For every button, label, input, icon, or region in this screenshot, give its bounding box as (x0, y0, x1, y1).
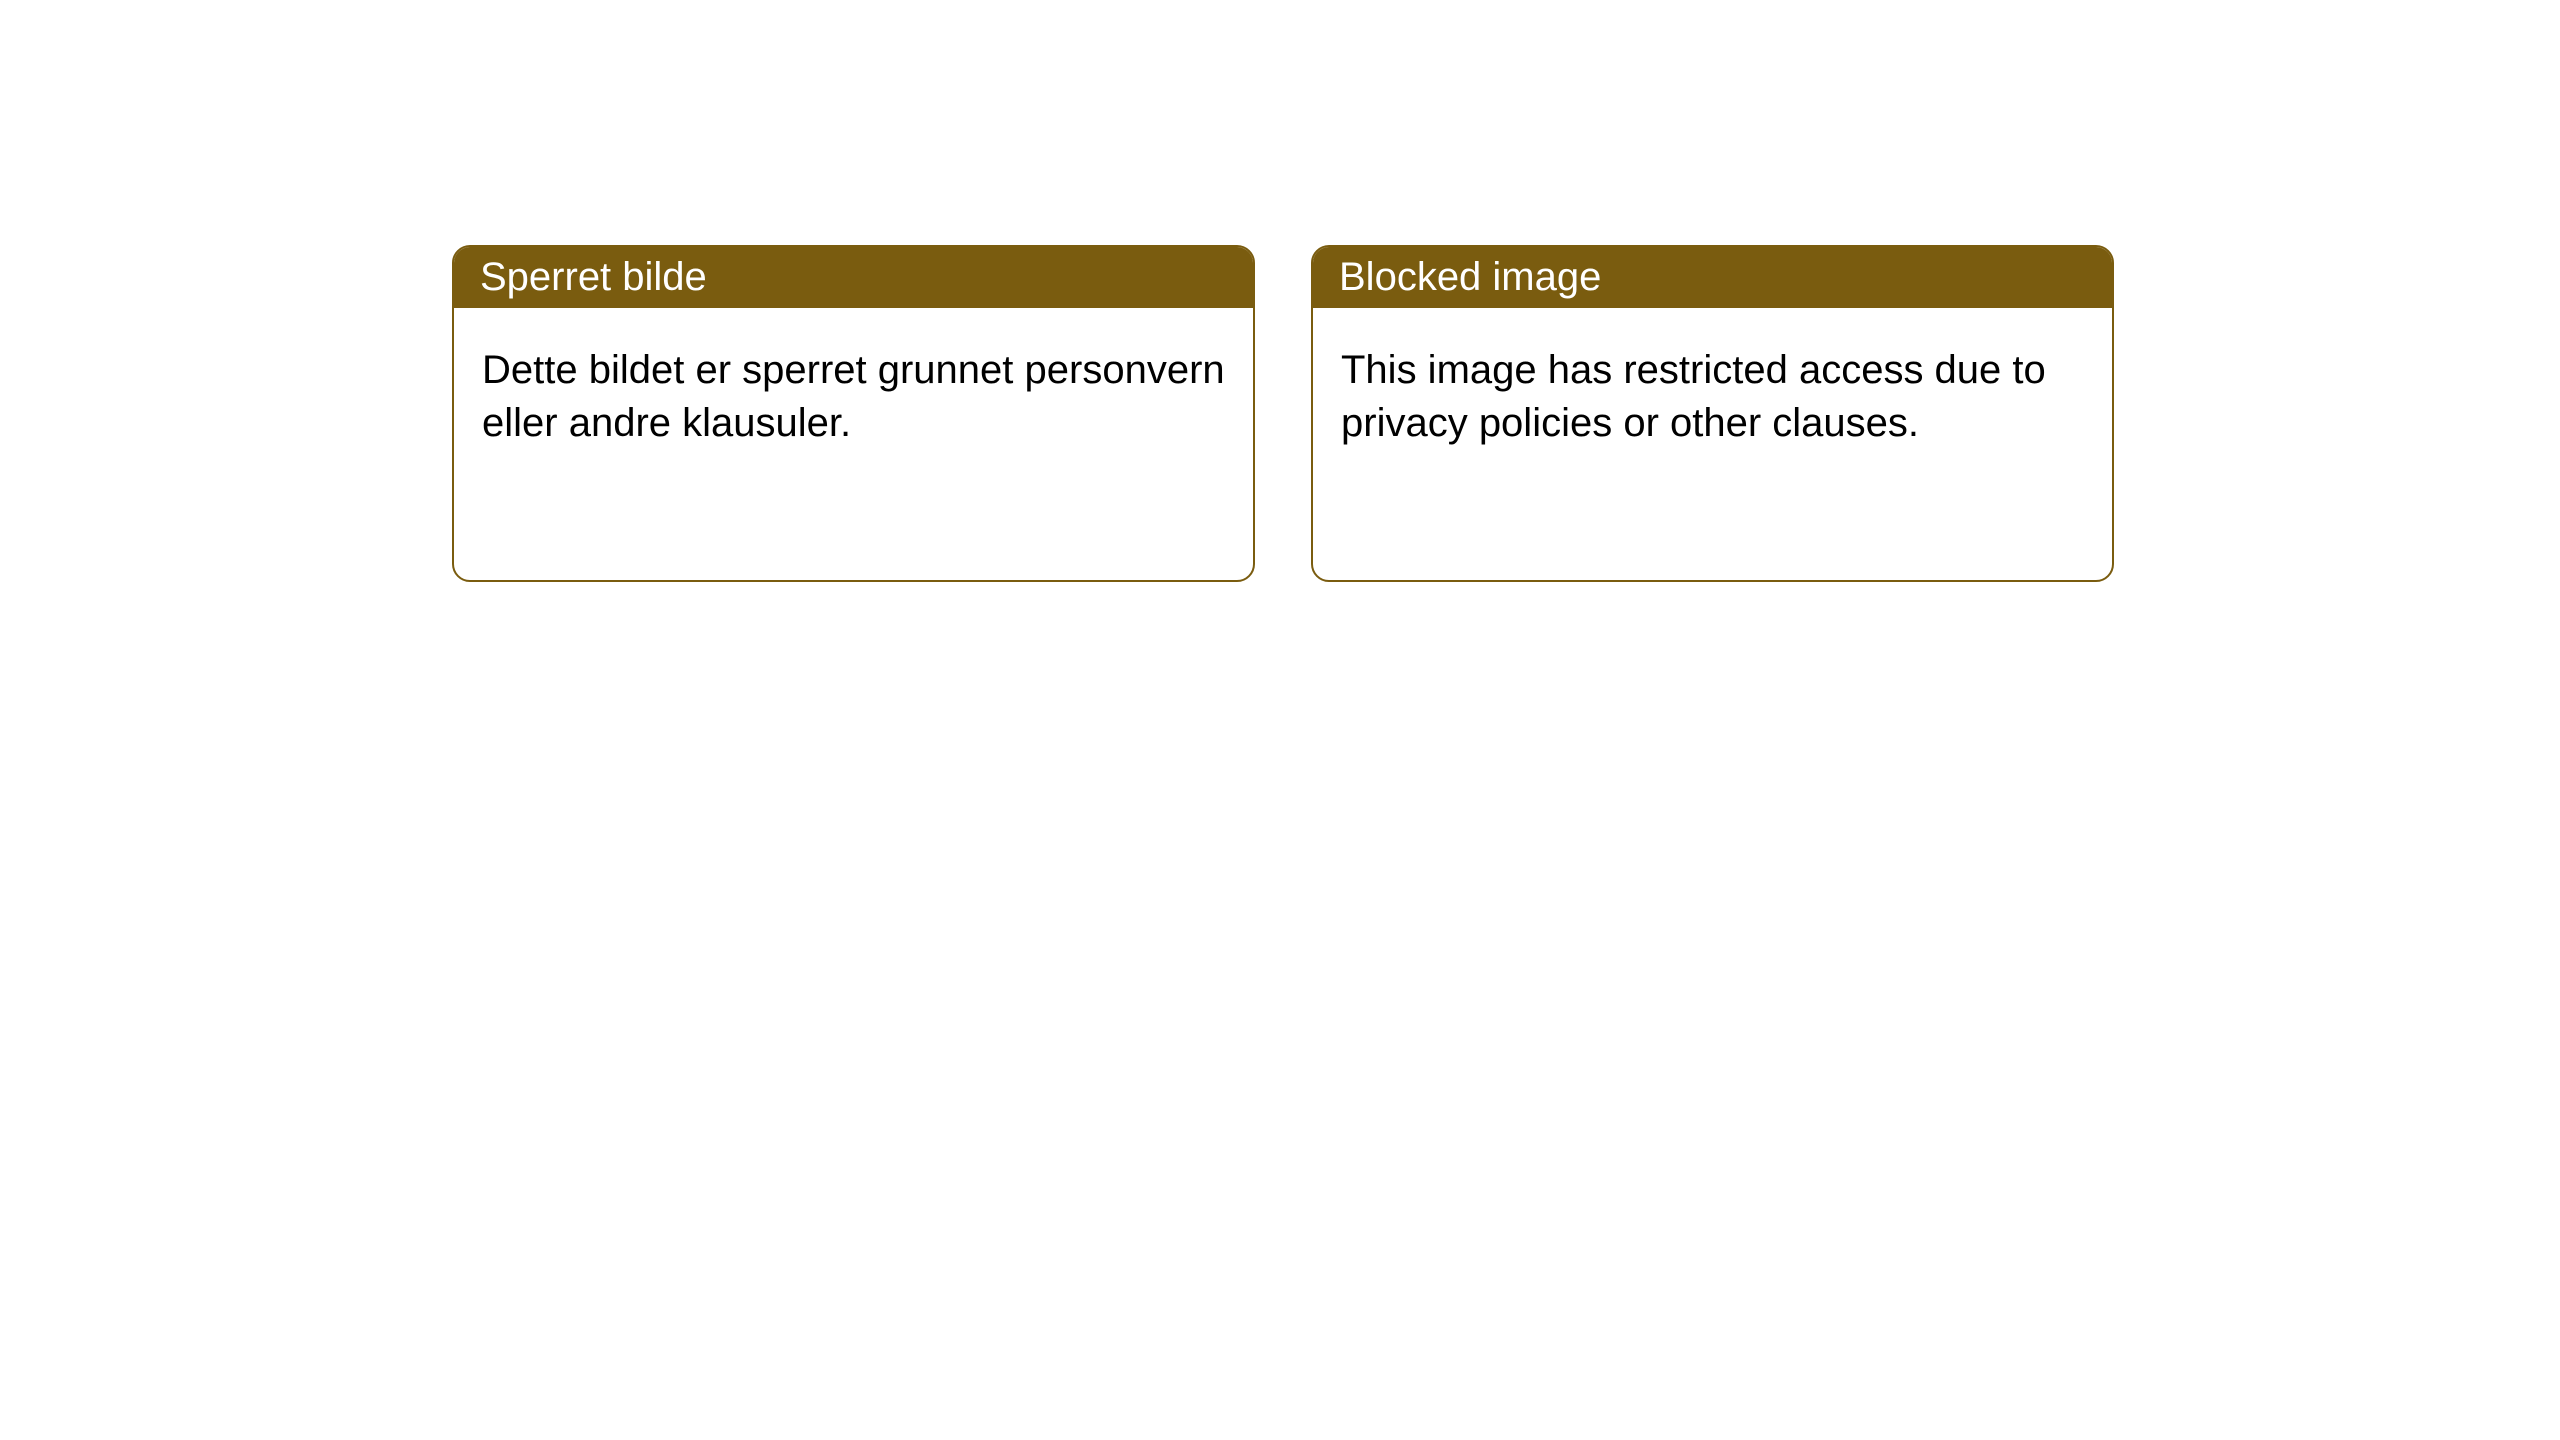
notice-body-english: This image has restricted access due to … (1313, 308, 2112, 486)
notice-title-english: Blocked image (1313, 247, 2112, 308)
notice-card-english: Blocked image This image has restricted … (1311, 245, 2114, 582)
notice-container: Sperret bilde Dette bildet er sperret gr… (0, 0, 2560, 582)
notice-card-norwegian: Sperret bilde Dette bildet er sperret gr… (452, 245, 1255, 582)
notice-body-norwegian: Dette bildet er sperret grunnet personve… (454, 308, 1253, 486)
notice-title-norwegian: Sperret bilde (454, 247, 1253, 308)
